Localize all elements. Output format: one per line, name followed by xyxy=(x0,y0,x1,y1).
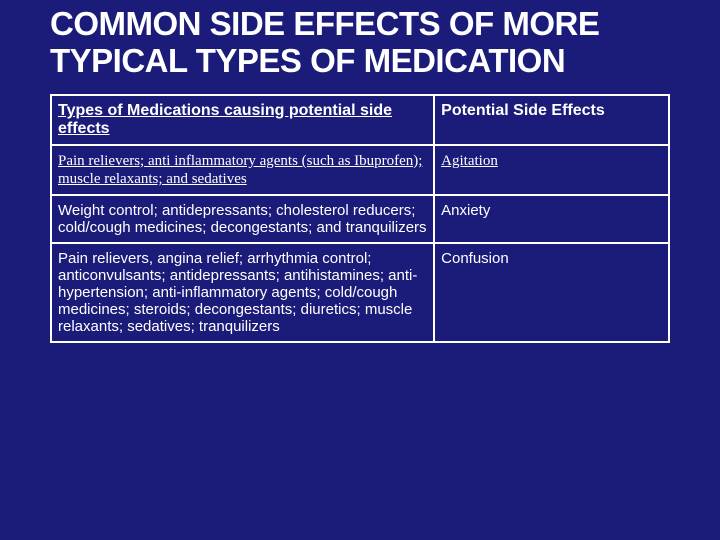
cell-text: Pain relievers, angina relief; arrhythmi… xyxy=(58,250,417,335)
cell-text: Confusion xyxy=(441,250,509,267)
cell-2-1: Confusion xyxy=(434,243,669,342)
side-effects-table: Types of Medications causing potential s… xyxy=(50,94,670,343)
cell-0-1: Agitation xyxy=(434,145,669,195)
cell-1-1: Anxiety xyxy=(434,195,669,243)
cell-0-0: Pain relievers; anti inflammatory agents… xyxy=(51,145,434,195)
cell-text: Pain relievers; anti inflammatory agents… xyxy=(58,153,422,187)
table-header-row: Types of Medications causing potential s… xyxy=(51,95,669,145)
cell-text: Agitation xyxy=(441,153,498,169)
table-body: Pain relievers; anti inflammatory agents… xyxy=(51,145,669,342)
table-row: Weight control; antidepressants; cholest… xyxy=(51,195,669,243)
table-row: Pain relievers, angina relief; arrhythmi… xyxy=(51,243,669,342)
header-cell-0: Types of Medications causing potential s… xyxy=(51,95,434,145)
cell-text: Anxiety xyxy=(441,202,490,219)
slide: COMMON SIDE EFFECTS OF MORE TYPICAL TYPE… xyxy=(0,0,720,540)
header-cell-1: Potential Side Effects xyxy=(434,95,669,145)
header-text-0: Types of Medications causing potential s… xyxy=(58,102,392,137)
cell-2-0: Pain relievers, angina relief; arrhythmi… xyxy=(51,243,434,342)
cell-text: Weight control; antidepressants; cholest… xyxy=(58,202,427,236)
header-text-1: Potential Side Effects xyxy=(441,102,605,119)
slide-title: COMMON SIDE EFFECTS OF MORE TYPICAL TYPE… xyxy=(50,0,670,80)
table-row: Pain relievers; anti inflammatory agents… xyxy=(51,145,669,195)
table-head: Types of Medications causing potential s… xyxy=(51,95,669,145)
cell-1-0: Weight control; antidepressants; cholest… xyxy=(51,195,434,243)
